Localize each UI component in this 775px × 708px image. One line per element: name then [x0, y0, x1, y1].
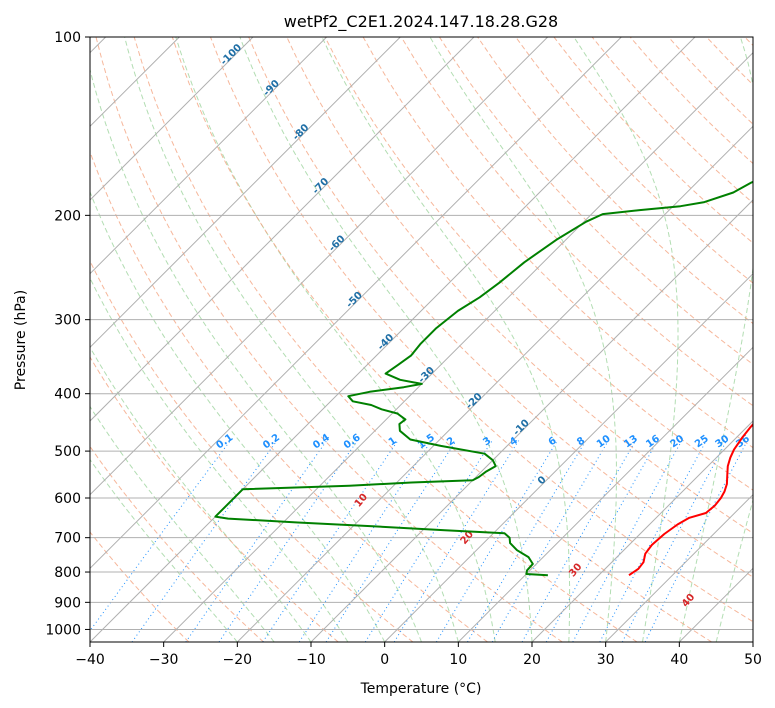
isotherm-line: [90, 37, 549, 496]
moist-adiabat-line: [90, 405, 275, 642]
plot-frame: [89, 36, 754, 643]
dry-adiabat-line: [171, 37, 712, 642]
dry-adiabat-line: [90, 531, 190, 642]
moist-adiabat-line: [90, 67, 422, 642]
mixing-ratio-line: [572, 440, 683, 642]
x-tick-label: 10: [449, 652, 467, 668]
y-tick-label: 900: [54, 595, 81, 611]
isotherm-line: [531, 420, 753, 642]
isotherm-line: [90, 37, 475, 422]
moist-adiabat-line: [321, 37, 571, 642]
moist-adiabat-line: [429, 37, 617, 642]
isotherm-line: [90, 37, 328, 275]
x-tick-label: 40: [670, 652, 688, 668]
moist-adiabat-line: [90, 277, 349, 642]
dry-adiabat-line: [133, 37, 638, 642]
y-tick-label: 200: [54, 208, 81, 224]
isotherm-line: [457, 346, 753, 642]
y-tick-label: 600: [54, 491, 81, 507]
dry-adiabats: [90, 37, 753, 642]
dry-adiabat-line: [210, 37, 753, 623]
y-tick-label: 800: [54, 565, 81, 581]
y-tick-label: 300: [54, 313, 81, 329]
y-axis-ticks: 100 200 300 400 500 600 700 800 900 1000: [45, 30, 90, 638]
profile-series: [214, 180, 753, 577]
dry-adiabat-line: [90, 150, 488, 642]
x-axis-ticks: −40 −30 −20 −10 0 10 20 30 40 50: [75, 642, 762, 668]
isotherm-line: [384, 272, 753, 642]
x-tick-label: 0: [380, 652, 389, 668]
mixing-ratio-line: [90, 440, 231, 632]
isotherms: [90, 37, 753, 642]
x-tick-label: −20: [223, 652, 253, 668]
moist-adiabat-line: [175, 37, 496, 642]
isotherm-line: [90, 37, 401, 349]
x-tick-label: −30: [149, 652, 179, 668]
isotherm-line: [605, 493, 753, 642]
x-tick-label: −10: [296, 652, 326, 668]
isotherm-line: [163, 51, 753, 642]
dry-adiabat-line: [400, 37, 753, 407]
moist-adiabat-line: [90, 458, 238, 642]
y-axis-title: Pressure (hPa): [13, 290, 29, 390]
dewpoint-line: [214, 180, 753, 577]
dry-adiabat-line: [438, 37, 753, 366]
y-tick-label: 700: [54, 531, 81, 547]
isotherm-line: [310, 199, 753, 642]
dry-adiabat-line: [95, 37, 563, 642]
x-tick-label: −40: [75, 652, 105, 668]
isobars: [90, 37, 753, 630]
mixing-ratio-line: [435, 440, 558, 642]
x-tick-label: 50: [744, 652, 762, 668]
moist-adiabat-line: [715, 498, 753, 642]
x-tick-label: 20: [523, 652, 541, 668]
x-axis-title: Temperature (°C): [360, 681, 482, 697]
y-tick-label: 1000: [45, 622, 81, 638]
mixing-ratio-line: [491, 440, 609, 642]
isotherm-line: [90, 37, 696, 642]
moist-adiabat-line: [573, 37, 679, 642]
dry-adiabat-line: [90, 356, 339, 642]
dry-adiabat-line: [248, 37, 753, 578]
mixing-ratio-line: [364, 440, 493, 642]
isotherm-line: [236, 125, 753, 642]
mixing-ratio-line: [545, 440, 659, 642]
temperature-line: [628, 422, 753, 577]
dry-adiabat-line: [515, 37, 753, 284]
chart-title: wetPf2_C2E1.2024.147.18.28.G28: [284, 12, 558, 32]
isotherm-line: [90, 37, 622, 570]
y-tick-label: 400: [54, 387, 81, 403]
isotherm-line: [90, 37, 254, 201]
mixing-ratio-line: [325, 440, 457, 642]
moist-adiabat-line: [124, 37, 459, 642]
x-tick-label: 30: [597, 652, 615, 668]
y-tick-label: 100: [54, 30, 81, 46]
y-tick-label: 500: [54, 444, 81, 460]
mixing-ratio-line: [131, 440, 278, 642]
moist-adiabat-line: [239, 37, 533, 642]
mixing-ratio-line: [467, 440, 587, 642]
dry-adiabat-line: [90, 445, 264, 642]
